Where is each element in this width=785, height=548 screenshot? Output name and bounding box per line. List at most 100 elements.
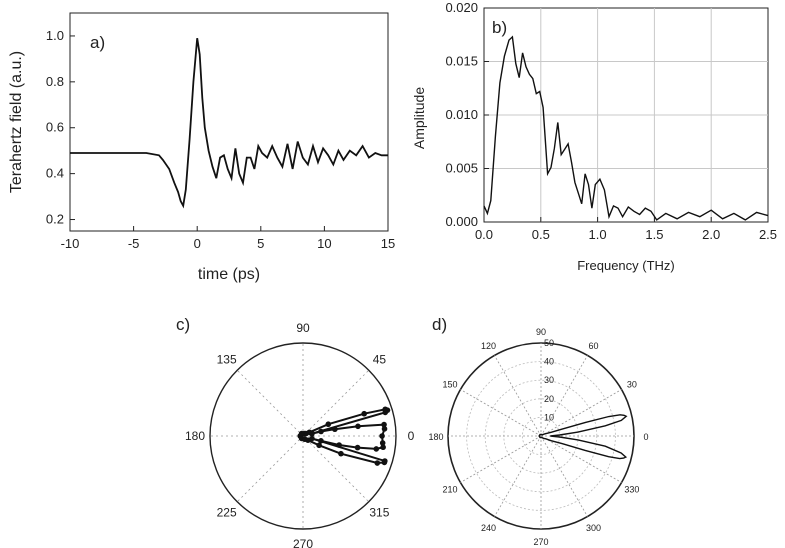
- x-tick-label: 15: [381, 236, 395, 251]
- polar-angle-label: 180: [185, 429, 205, 443]
- y-tick-label: 0.6: [46, 120, 64, 135]
- panel-a-ticks: -10 -5 0 5 10 15 0.2 0.4 0.6 0.8 1.0: [46, 28, 395, 251]
- polar-angle-label: 300: [586, 523, 601, 533]
- polar-radial-label: 30: [544, 375, 554, 385]
- polar-data-point: [338, 450, 344, 457]
- x-tick-label: 0.5: [532, 227, 550, 242]
- polar-data-point: [354, 444, 361, 451]
- polar-data-point: [318, 428, 324, 435]
- polar-angle-label: 135: [217, 353, 237, 367]
- polar-spoke: [460, 389, 542, 437]
- polar-data-point: [332, 426, 338, 433]
- panel-b-ticks: 0.0 0.5 1.0 1.5 2.0 2.5 0.000 0.005 0.010 0.015 0.…: [445, 0, 777, 242]
- panel-a-label: a): [90, 33, 105, 52]
- polar-data-point: [373, 446, 380, 452]
- polar-spoke: [236, 369, 304, 437]
- polar-radial-label: 20: [544, 394, 554, 404]
- panel-a-series-line: [70, 38, 388, 209]
- panel-b-y-axis-label: Amplitude: [411, 87, 427, 149]
- y-tick-label: 0.000: [445, 214, 478, 229]
- polar-data-point: [379, 440, 386, 446]
- polar-angle-label: 30: [627, 380, 637, 390]
- polar-data-point: [382, 458, 388, 464]
- polar-ring: [484, 379, 598, 493]
- polar-radial-label: 50: [544, 338, 554, 348]
- polar-spoke: [494, 435, 542, 517]
- polar-ring: [466, 361, 616, 511]
- panel-a-plot-frame: [69, 12, 389, 232]
- panel-d-radial-labels: 10 20 30 40 50: [544, 338, 554, 422]
- y-tick-label: 0.4: [46, 166, 64, 181]
- polar-angle-label: 180: [428, 432, 443, 442]
- polar-spoke: [494, 355, 542, 437]
- polar-angle-label: 225: [217, 505, 237, 519]
- polar-angle-label: 45: [373, 353, 387, 367]
- polar-data-point: [374, 460, 381, 466]
- x-tick-label: -5: [128, 236, 140, 251]
- polar-spoke: [540, 355, 588, 437]
- polar-angle-label: 150: [443, 380, 458, 390]
- x-tick-label: 1.0: [589, 227, 607, 242]
- y-tick-label: 0.8: [46, 74, 64, 89]
- polar-data-point: [381, 421, 387, 428]
- y-tick-label: 1.0: [46, 28, 64, 43]
- polar-outer-ring: [209, 342, 397, 530]
- panel-c-series-points: [297, 406, 391, 466]
- polar-angle-label: 240: [481, 523, 496, 533]
- panel-a-x-axis-label: time (ps): [198, 266, 260, 283]
- panel-b-frequency-chart: 0.0 0.5 1.0 1.5 2.0 2.5 0.000 0.005 0.010 0.015 0.…: [411, 0, 777, 273]
- polar-data-point: [361, 410, 367, 417]
- polar-angle-label: 90: [296, 321, 310, 335]
- x-tick-label: 5: [257, 236, 264, 251]
- panel-c-polar-chart: 0 45 90 135 180 225 270 315 c): [176, 315, 415, 548]
- polar-data-point: [325, 421, 332, 428]
- y-tick-label: 0.020: [445, 0, 478, 15]
- polar-radial-label: 40: [544, 357, 554, 367]
- y-tick-label: 0.015: [445, 54, 478, 69]
- polar-angle-label: 120: [481, 341, 496, 351]
- polar-data-point: [336, 442, 342, 448]
- polar-angle-label: 315: [369, 505, 389, 519]
- polar-spoke: [540, 389, 622, 437]
- polar-spoke: [540, 435, 622, 483]
- polar-angle-label: 210: [443, 485, 458, 495]
- polar-angle-label: 330: [624, 485, 639, 495]
- polar-data-point: [382, 406, 389, 413]
- polar-ring: [522, 416, 561, 455]
- panel-d-polar-chart: 0 30 60 90 120 150 180 210 240 270 300 330 10 20 30 40…: [428, 315, 648, 547]
- polar-angle-label: 60: [588, 341, 598, 351]
- x-tick-label: 0: [194, 236, 201, 251]
- polar-angle-label: 0: [643, 432, 648, 442]
- x-tick-label: 2.0: [702, 227, 720, 242]
- panel-a-time-domain-chart: -10 -5 0 5 10 150.20.40.60.81.0 a) time (ps) …: [8, 12, 395, 283]
- y-tick-label: 0.005: [445, 161, 478, 176]
- panel-c-angle-labels: 0 45 90 135 180 225 270 315: [185, 321, 415, 548]
- panel-b-x-axis-label: Frequency (THz): [577, 258, 675, 273]
- polar-spoke: [460, 435, 542, 483]
- polar-data-point: [381, 426, 388, 432]
- panel-d-label: d): [432, 315, 447, 334]
- panel-a-y-axis-label: Terahertz field (a.u.): [8, 51, 25, 193]
- x-tick-label: 10: [317, 236, 331, 251]
- polar-spoke: [540, 435, 588, 517]
- panel-d-angle-labels: 0 30 60 90 120 150 180 210 240 270 300 330: [428, 327, 648, 547]
- polar-spoke: [302, 369, 370, 437]
- polar-data-point: [355, 423, 361, 430]
- polar-angle-label: 270: [293, 537, 313, 548]
- polar-data-point: [380, 444, 386, 451]
- polar-data-point: [318, 438, 324, 444]
- polar-angle-label: 90: [536, 327, 546, 337]
- x-tick-label: -10: [61, 236, 80, 251]
- panel-d-series-line: [538, 414, 628, 460]
- x-tick-label: 1.5: [645, 227, 663, 242]
- panel-d-polar-grid: [447, 342, 635, 530]
- polar-radial-label: 10: [544, 412, 554, 422]
- polar-angle-label: 0: [408, 429, 415, 443]
- panel-c-polar-grid: [209, 342, 397, 530]
- polar-spoke: [302, 435, 370, 503]
- y-tick-label: 0.010: [445, 107, 478, 122]
- panel-b-series-line: [483, 35, 769, 221]
- panel-b-label: b): [492, 18, 507, 37]
- polar-angle-label: 270: [533, 537, 548, 547]
